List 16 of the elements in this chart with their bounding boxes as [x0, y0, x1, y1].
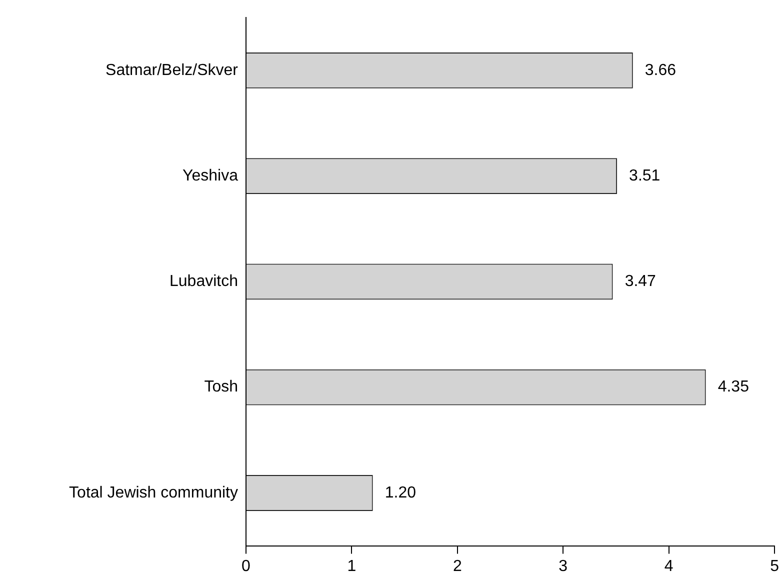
y-tick-label: Total Jewish community — [69, 484, 238, 502]
y-tick-label: Lubavitch — [170, 273, 238, 290]
x-tick-label: 1 — [347, 558, 356, 575]
y-tick-label: Tosh — [204, 378, 238, 396]
y-tick-label: Satmar/Belz/Skver — [106, 62, 239, 79]
data-label: 3.66 — [644, 62, 676, 79]
x-tick-label: 2 — [452, 558, 462, 575]
x-tick-label: 3 — [558, 558, 568, 575]
x-tick-label: 0 — [242, 558, 251, 575]
data-label: 3.47 — [624, 273, 656, 290]
x-tick-label: 5 — [770, 558, 780, 575]
data-label: 1.20 — [384, 484, 416, 502]
data-label: 4.35 — [718, 378, 750, 396]
data-label: 3.51 — [629, 167, 660, 184]
x-tick-label: 4 — [664, 558, 674, 575]
y-tick-label: Yeshiva — [182, 167, 238, 184]
